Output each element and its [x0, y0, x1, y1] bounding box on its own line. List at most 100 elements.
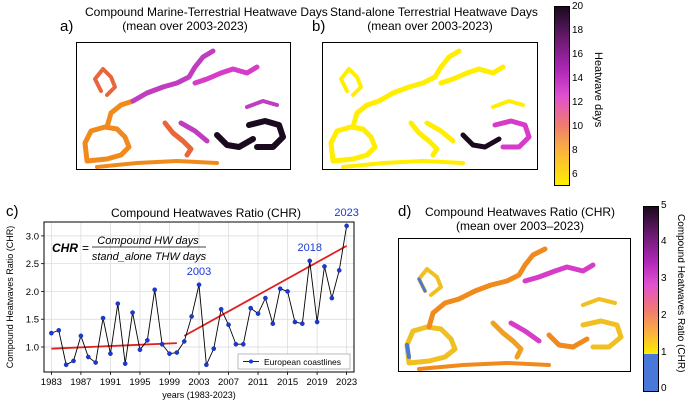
- panel-b-title-line2: (mean over 2003-2023): [367, 19, 493, 33]
- map-d-coast-france: [426, 296, 462, 330]
- formula-lhs: CHR: [52, 241, 78, 255]
- cbar-top-tick-0: 20: [572, 1, 584, 12]
- map-b-coast-britain: [339, 67, 363, 97]
- data-point: [292, 319, 298, 325]
- panel-b-title: Stand-alone Terrestrial Heatwave Days (m…: [330, 5, 538, 33]
- data-point: [336, 268, 342, 273]
- map-b-coast-adriatic: [424, 120, 456, 144]
- data-point: [344, 223, 349, 229]
- map-a-coast-baltic: [192, 64, 260, 86]
- data-point: [152, 287, 158, 293]
- map-a-coast-italy: [162, 120, 194, 158]
- map-b-coast-italy: [408, 120, 440, 158]
- legend-marker-swatch: [249, 359, 253, 364]
- data-point: [300, 321, 305, 326]
- legend-label: European coastlines: [264, 357, 341, 367]
- map-d-coast-italy: [490, 320, 524, 360]
- cbar-bottom-tick-2: 3: [661, 273, 667, 284]
- data-point: [78, 333, 84, 339]
- x-axis-label: years (1983-2023): [162, 390, 236, 400]
- map-a-coast-france: [104, 98, 136, 130]
- x-axis-ticks: 1983 1987 1991 1995 1999 2003 2007 2011 2015 2019…: [41, 372, 357, 388]
- chr-formula: CHR = Compound HW days stand_alone THW d…: [52, 235, 207, 263]
- colorbar-top-label: Heatwave days: [592, 52, 604, 128]
- formula-denominator: stand_alone THW days: [92, 251, 207, 263]
- map-standalone-heatwave-days: [322, 42, 538, 170]
- data-point: [218, 306, 224, 312]
- panel-b-letter: b): [312, 18, 326, 35]
- trendlines: [51, 245, 348, 350]
- map-b-coast-turkey: [492, 118, 532, 150]
- map-a-coast-turkey: [246, 118, 286, 150]
- y-tick-label: 1.5: [26, 315, 39, 326]
- trendline: [183, 245, 348, 337]
- y-axis-label: Compound Heatwaves Ratio (CHR): [5, 226, 15, 369]
- map-compound-heatwave-days: [76, 42, 291, 170]
- data-point: [100, 315, 106, 321]
- data-point: [307, 258, 313, 264]
- map-a-coast-north: [130, 48, 216, 104]
- annotations: 2003 2018 2023: [187, 207, 359, 278]
- map-b-coast-aegean: [460, 132, 502, 150]
- map-d-coast-turkey: [580, 318, 624, 350]
- panel-a-title-line1: Compound Marine-Terrestrial Heatwave Day…: [85, 5, 328, 19]
- data-point: [56, 328, 62, 333]
- y-tick-label: 1.0: [26, 343, 39, 354]
- y-tick-label: 3.0: [26, 231, 39, 242]
- map-a-coast-britain: [93, 67, 117, 97]
- chart-grid: [44, 222, 354, 372]
- data-series: [49, 223, 349, 368]
- map-a-coast-iberia: [82, 124, 132, 164]
- map-d-coast-iberia-blue: [405, 343, 411, 359]
- data-point: [255, 311, 261, 316]
- map-d-coast-britain: [417, 267, 443, 297]
- map-d-coast-adriatic: [508, 320, 542, 344]
- data-point: [277, 286, 283, 291]
- formula-eq: =: [82, 241, 89, 255]
- data-point: [49, 330, 54, 336]
- map-b-coast-africa: [341, 159, 465, 169]
- map-b-coast-blacksea: [491, 99, 525, 109]
- cbar-top-tick-3: 14: [572, 73, 584, 84]
- cbar-bottom-tick-1: 4: [661, 236, 667, 247]
- map-d-coast-blacksea: [581, 297, 617, 307]
- map-b-coast-north: [376, 48, 462, 104]
- year-annotation: 2003: [187, 266, 211, 278]
- map-d-coast-britain-blue: [417, 277, 427, 293]
- colorbar-bottom-label: Compound Heatwaves Ratio (CHR): [675, 214, 685, 373]
- legend-box: [237, 353, 351, 370]
- x-tick-label: 2007: [218, 377, 239, 388]
- panel-d-title-line2: (mean over 2003–2023): [455, 219, 585, 233]
- data-point: [85, 354, 91, 360]
- x-tick-label: 2015: [277, 377, 298, 388]
- x-tick-label: 2003: [188, 377, 209, 388]
- data-point: [204, 362, 209, 368]
- panel-a-letter: a): [60, 18, 74, 35]
- data-point: [130, 310, 135, 315]
- chr-line-chart: 1.0 1.5 2.0 2.5 3.0 1983 1987 1991 1995 1999 2003…: [5, 207, 359, 400]
- data-point: [263, 295, 268, 301]
- map-d-coast-north: [456, 246, 548, 302]
- map-d-coast-africa: [417, 361, 551, 371]
- data-point: [181, 339, 187, 344]
- panel-b-title-line1: Stand-alone Terrestrial Heatwave Days: [330, 5, 538, 19]
- cbar-bottom-tick-5: 0: [661, 383, 667, 394]
- data-point: [174, 350, 180, 355]
- colorbar-top-ticks: 20 18 16 14 12 10 8 6: [572, 0, 602, 190]
- cbar-top-tick-2: 16: [572, 49, 584, 60]
- map-b-coast-france: [350, 98, 382, 130]
- cbar-bottom-tick-0: 5: [661, 200, 667, 211]
- map-d-coast-iberia: [404, 324, 458, 366]
- panel-a-title-line2: (mean over 2003-2023): [122, 19, 248, 33]
- cbar-top-tick-5: 10: [572, 121, 584, 132]
- data-point: [71, 358, 76, 364]
- map-a-coast-africa: [95, 159, 219, 169]
- map-a-coast-adriatic: [178, 120, 210, 144]
- x-tick-label: 1983: [41, 377, 62, 388]
- y-tick-label: 2.5: [26, 259, 39, 270]
- data-point: [145, 338, 150, 343]
- data-point: [233, 341, 239, 347]
- chart-legend: European coastlines: [237, 353, 351, 370]
- data-point: [115, 301, 121, 306]
- panel-d-letter: d): [398, 203, 412, 220]
